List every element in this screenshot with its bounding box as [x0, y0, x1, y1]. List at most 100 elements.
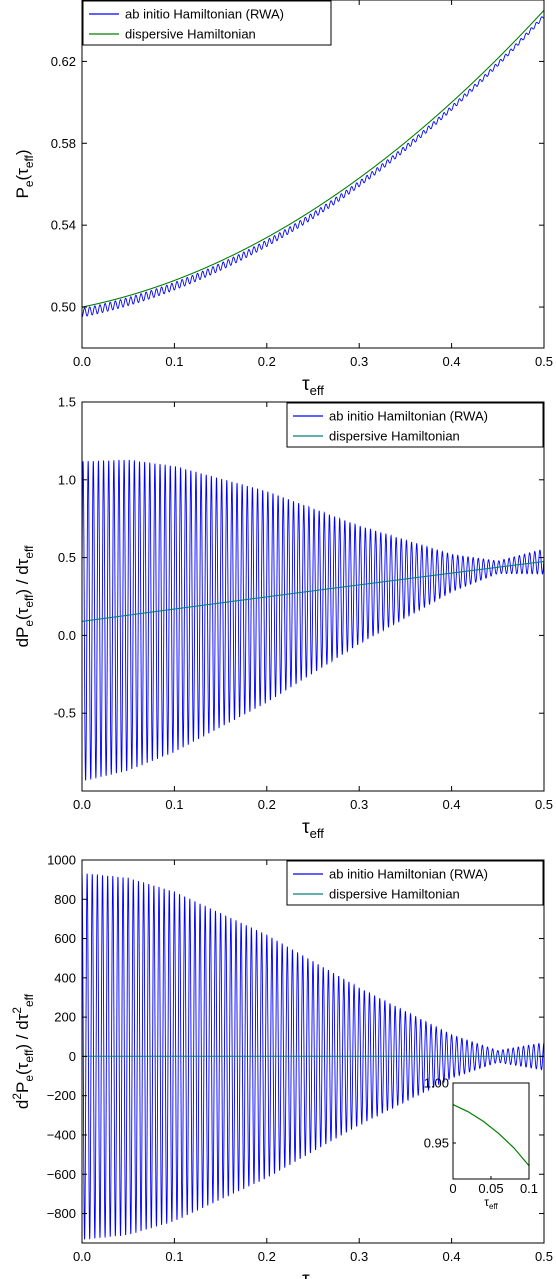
- inset-x-tick-label: 0.05: [478, 1181, 503, 1196]
- x-tick-label: 0.3: [350, 1249, 368, 1264]
- legend-label-1: ab initio Hamiltonian (RWA): [329, 409, 488, 424]
- legend-box: [286, 860, 544, 906]
- y-axis-label-part: e: [22, 1075, 36, 1082]
- y-tick-label: −600: [47, 1167, 76, 1182]
- y-axis-label: dPe(τeff) / dτeff: [13, 545, 36, 648]
- x-tick-label: 0.1: [165, 1249, 183, 1264]
- x-tick-label: 0.5: [535, 354, 553, 369]
- y-axis-label-part: eff: [22, 154, 36, 168]
- legend: ab initio Hamiltonian (RWA) dispersive Ha…: [82, 0, 332, 46]
- chart-1: 0.0 0.1 0.2 0.3 0.4 0.50.500.540.580.62τeffPe…: [13, 0, 553, 398]
- y-tick-label: 1000: [47, 853, 76, 868]
- y-axis-label-part: 2: [10, 1093, 24, 1100]
- series-line-1: [82, 459, 544, 781]
- inset-x-tick-label: 0: [449, 1181, 456, 1196]
- x-tick-label: 0.3: [350, 797, 368, 812]
- x-tick-label: 0.2: [258, 1249, 276, 1264]
- x-axis-label-sub: eff: [310, 826, 325, 841]
- y-axis-label: d2Pe(τeff) / dτ2eff: [10, 993, 36, 1109]
- legend-box: [286, 402, 544, 448]
- inset-x-label-main: τ: [484, 1195, 489, 1209]
- chart-3: 0.0 0.1 0.2 0.3 0.4 0.5 −800 −600 −400 −200 0 200 40…: [10, 853, 553, 1279]
- y-axis-label-part: eff: [22, 1049, 36, 1063]
- inset-x-tick-label: 0.1: [520, 1181, 538, 1196]
- y-tick-label: 0.58: [51, 136, 76, 151]
- series-line-2: [82, 9, 544, 308]
- y-axis-label-part: 2: [10, 1007, 24, 1014]
- y-axis-label-text: Pe(τeff): [13, 149, 36, 198]
- y-axis-label-text: dPe(τeff) / dτeff: [13, 545, 36, 648]
- x-axis-label-sub: eff: [310, 383, 325, 398]
- y-tick-label: −400: [47, 1127, 76, 1142]
- x-tick-label: 0.4: [443, 1249, 461, 1264]
- inset-y-tick-label: 1.00: [424, 1076, 449, 1091]
- y-axis-label-part: ) / dτ: [13, 558, 32, 594]
- x-tick-label: 0.0: [73, 797, 91, 812]
- legend: ab initio Hamiltonian (RWA) dispersive Ha…: [286, 860, 544, 906]
- y-axis-label-part: (τ: [13, 607, 32, 620]
- y-axis-label-part: (τ: [13, 168, 32, 181]
- series-line-1: [82, 872, 544, 1240]
- x-tick-label: 0.4: [443, 797, 461, 812]
- y-tick-label: 1.5: [58, 395, 76, 410]
- legend-label-2: dispersive Hamiltonian: [329, 887, 460, 902]
- y-axis-label-part: (τ: [13, 1062, 32, 1075]
- y-axis-label-part: ): [13, 149, 32, 155]
- x-tick-label: 0.0: [73, 354, 91, 369]
- y-axis-label-part: eff: [22, 594, 36, 608]
- legend-label-2: dispersive Hamiltonian: [125, 27, 256, 42]
- y-axis-label-part: e: [22, 180, 36, 187]
- x-axis-label: τeff: [302, 817, 324, 841]
- legend-box: [82, 0, 332, 46]
- y-tick-label: 0.50: [51, 300, 76, 315]
- inset: 0 0.05 0.1 0.95 1.00 τeff: [424, 1076, 538, 1212]
- x-axis-label: τeff: [302, 374, 324, 398]
- x-tick-label: 0.5: [535, 797, 553, 812]
- axes-box: [81, 401, 545, 792]
- x-axis-label-main: τ: [302, 374, 310, 395]
- legend-label-1: ab initio Hamiltonian (RWA): [329, 867, 488, 882]
- x-axis-label-main: τ: [302, 1269, 310, 1279]
- inset-x-label: τeff: [484, 1195, 498, 1211]
- axes-box: [81, 859, 545, 1244]
- legend-label-2: dispersive Hamiltonian: [329, 429, 460, 444]
- x-tick-label: 0.0: [73, 1249, 91, 1264]
- x-tick-label: 0.2: [258, 797, 276, 812]
- legend-label-1: ab initio Hamiltonian (RWA): [125, 7, 284, 22]
- series-line-2: [82, 560, 544, 622]
- x-tick-label: 0.1: [165, 797, 183, 812]
- y-tick-label: -0.5: [54, 706, 76, 721]
- inset-series-line: [452, 1104, 530, 1167]
- y-tick-label: 0.5: [58, 550, 76, 565]
- y-tick-label: 800: [54, 892, 76, 907]
- y-axis-label-part: P: [13, 1082, 32, 1093]
- chart-2: 0.0 0.1 0.2 0.3 0.4 0.5 -0.5 0.0 0.5 1.0 1.5 τeff dP…: [13, 395, 553, 842]
- y-axis-label-part: eff: [22, 545, 36, 559]
- y-axis-label-part: eff: [22, 993, 36, 1007]
- y-axis-label: Pe(τeff): [13, 149, 36, 198]
- legend: ab initio Hamiltonian (RWA) dispersive Ha…: [286, 402, 544, 448]
- inset-x-label-sub: eff: [489, 1202, 499, 1211]
- x-axis-label: τeff: [302, 1269, 324, 1279]
- inset-bg: [453, 1083, 529, 1179]
- y-tick-label: 600: [54, 931, 76, 946]
- y-tick-label: 1.0: [58, 472, 76, 487]
- y-tick-label: 0.54: [51, 218, 76, 233]
- y-tick-label: 0: [69, 1049, 76, 1064]
- series-line-1: [82, 16, 544, 318]
- y-tick-label: 200: [54, 1010, 76, 1025]
- y-axis-label-part: dP: [13, 627, 32, 648]
- inset-y-tick-label: 0.95: [424, 1136, 449, 1151]
- y-axis-label-part: d: [13, 1100, 32, 1109]
- y-axis-label-text: d2Pe(τeff) / dτ2eff: [10, 993, 36, 1109]
- y-axis-label-part: P: [13, 187, 32, 198]
- x-tick-label: 0.3: [350, 354, 368, 369]
- x-tick-label: 0.2: [258, 354, 276, 369]
- y-tick-label: 0.0: [58, 628, 76, 643]
- y-axis-label-part: ) / dτ: [13, 1013, 32, 1049]
- x-tick-label: 0.5: [535, 1249, 553, 1264]
- x-tick-label: 0.4: [443, 354, 461, 369]
- y-tick-label: 400: [54, 970, 76, 985]
- y-tick-label: 0.62: [51, 54, 76, 69]
- x-tick-label: 0.1: [165, 354, 183, 369]
